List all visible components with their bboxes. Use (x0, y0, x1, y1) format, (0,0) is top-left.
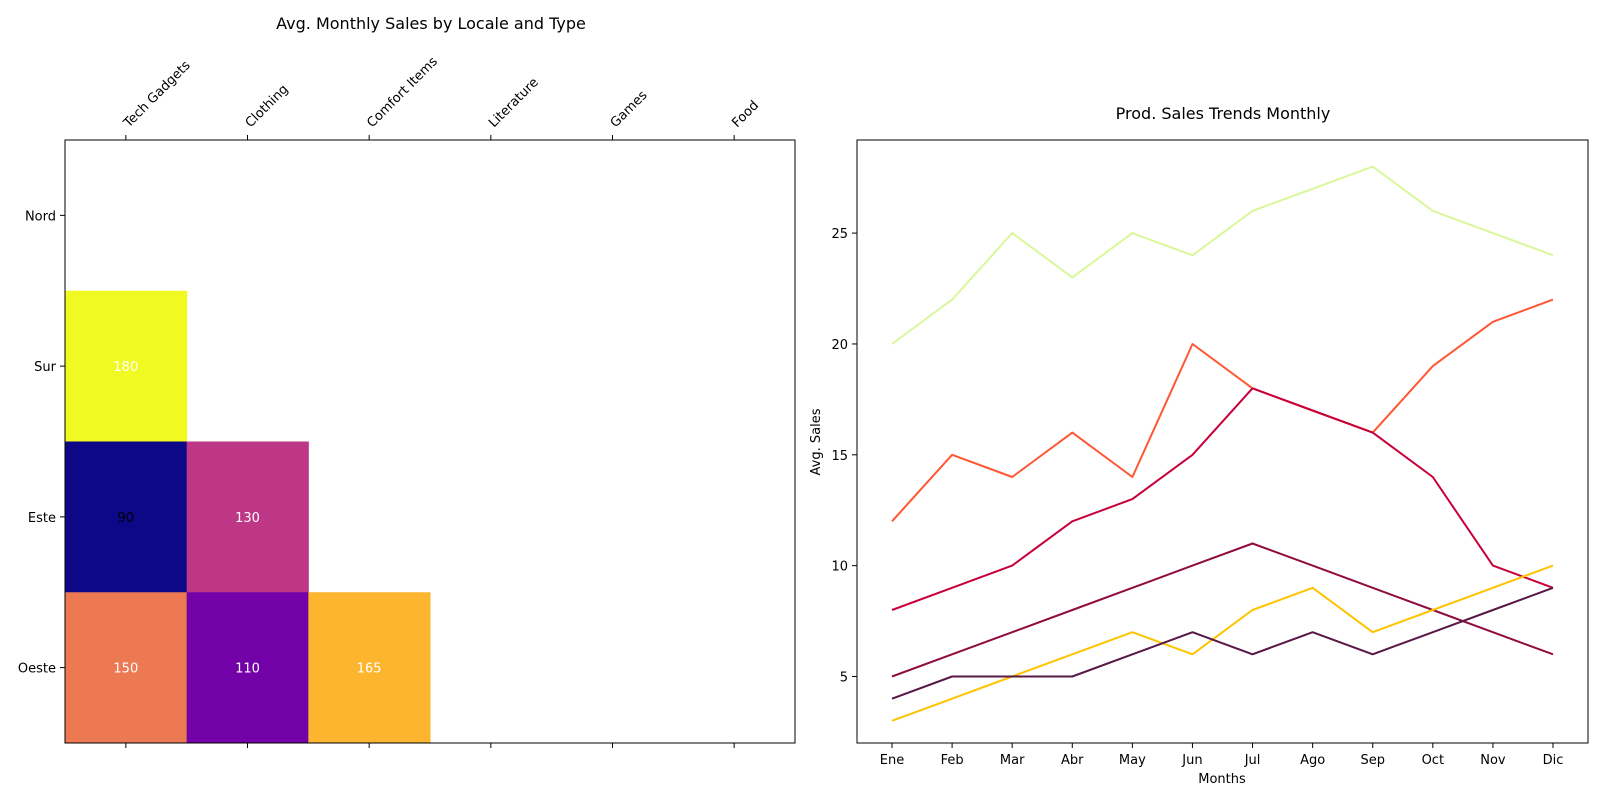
line-x-ticks: Ene Feb Mar Abr May Jun Jul Ago Sep Oct Nov Dic (880, 743, 1564, 768)
line-x-tick-label: Sep (1360, 753, 1385, 768)
line-y-axis-label: Avg. Sales (809, 408, 824, 475)
heatmap-cell-label: 165 (357, 662, 382, 677)
line-x-tick-label: Jun (1181, 753, 1202, 768)
line-x-tick-label: Ago (1300, 753, 1325, 768)
line-y-tick-label: 20 (831, 338, 848, 353)
line-chart-title: Prod. Sales Trends Monthly (1116, 104, 1331, 123)
heatmap-cell (186, 441, 309, 593)
line-x-tick-label: Nov (1480, 753, 1506, 768)
heatmap-cell (65, 290, 188, 442)
line-x-tick-label: Feb (941, 753, 964, 768)
line-chart-frame (856, 139, 1589, 744)
line-chart-panel: Prod. Sales Trends Monthly Ene Feb Mar Abr M… (809, 104, 1589, 787)
line-x-tick-label: Jul (1244, 753, 1261, 768)
heatmap-y-ticks: Nord Sur Este Oeste (18, 209, 65, 677)
heatmap-panel: Avg. Monthly Sales by Locale and Type 18… (18, 14, 796, 748)
line-series-3 (891, 387, 1554, 611)
heatmap-cell-label: 110 (235, 662, 260, 677)
line-series-4 (891, 542, 1554, 678)
heatmap-frame (64, 139, 796, 744)
heatmap-title: Avg. Monthly Sales by Locale and Type (276, 14, 586, 33)
line-y-tick-label: 15 (831, 449, 848, 464)
line-x-tick-label: Oct (1422, 753, 1444, 768)
line-x-tick-label: May (1119, 753, 1146, 768)
heatmap-cell (186, 592, 309, 744)
line-y-tick-label: 5 (840, 670, 848, 685)
line-y-ticks: 5 10 15 20 25 (831, 227, 857, 685)
line-x-tick-label: Mar (1000, 753, 1025, 768)
heatmap-cell-label: 180 (113, 360, 138, 375)
heatmap-y-tick-label: Oeste (18, 662, 56, 677)
heatmap-y-tick-label: Sur (34, 360, 56, 375)
line-x-axis-label: Months (1198, 772, 1246, 787)
line-series-6 (891, 586, 1554, 700)
heatmap-cell-label: 90 (118, 511, 135, 526)
line-series-2 (891, 298, 1554, 522)
heatmap-cell (65, 592, 188, 744)
line-series (891, 165, 1554, 722)
heatmap-cell-label: 130 (235, 511, 260, 526)
line-series-1 (891, 165, 1554, 345)
line-x-tick-label: Dic (1543, 753, 1564, 768)
heatmap-cell (65, 441, 188, 593)
line-x-tick-label: Abr (1061, 753, 1084, 768)
line-series-5 (891, 564, 1554, 722)
line-y-tick-label: 10 (831, 560, 848, 575)
line-y-tick-label: 25 (831, 227, 848, 242)
line-x-tick-label: Ene (880, 753, 904, 768)
heatmap-y-tick-label: Nord (25, 209, 56, 224)
heatmap-cells: 180 90 130 150 110 165 (65, 290, 431, 744)
heatmap-y-tick-label: Este (28, 511, 56, 526)
heatmap-cell (308, 592, 431, 744)
heatmap-cell-label: 150 (113, 662, 138, 677)
